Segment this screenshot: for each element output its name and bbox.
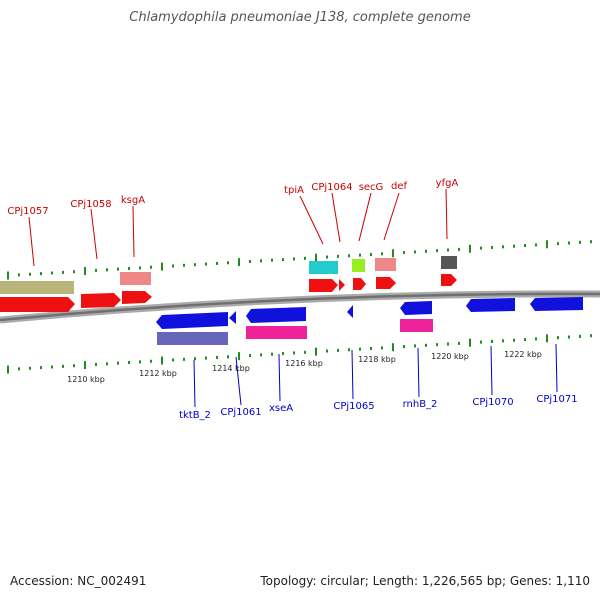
gene-label-yfgA: yfgA bbox=[436, 178, 459, 189]
gene-label-CPj1061: CPj1061 bbox=[220, 407, 261, 418]
gene-label-secG: secG bbox=[359, 182, 384, 193]
gene-label-ksgA: ksgA bbox=[121, 195, 145, 206]
feature-rnhB_2-arrow[interactable] bbox=[400, 301, 432, 315]
scale-label-1222: 1222 kbp bbox=[504, 350, 542, 359]
gene-label-tktB_2: tktB_2 bbox=[179, 410, 211, 421]
feature-CPj1057-bar[interactable] bbox=[0, 281, 74, 294]
feature-CPj1057-arrow[interactable] bbox=[0, 297, 75, 312]
feature-CPj1070-arrow[interactable] bbox=[466, 298, 515, 312]
feature-secG-arrow[interactable] bbox=[353, 278, 366, 290]
feature-CPj1064-arrow[interactable] bbox=[339, 279, 345, 291]
upper-tick-row bbox=[7, 240, 592, 280]
scale-label-1216: 1216 kbp bbox=[285, 359, 323, 368]
gene-label-CPj1057: CPj1057 bbox=[7, 206, 48, 217]
feature-def-arrow[interactable] bbox=[376, 277, 396, 289]
gene-label-CPj1065: CPj1065 bbox=[333, 401, 374, 412]
gene-label-CPj1070: CPj1070 bbox=[472, 397, 513, 408]
feature-xseA-arrow[interactable] bbox=[246, 307, 306, 323]
feature-ksgA-arrow[interactable] bbox=[122, 291, 152, 304]
scale-label-1210: 1210 kbp bbox=[67, 375, 105, 384]
map-title: Chlamydophila pneumoniae J138, complete … bbox=[129, 10, 471, 25]
gene-label-tpiA: tpiA bbox=[284, 185, 304, 196]
feature-xseA-bar[interactable] bbox=[246, 326, 307, 339]
scale-label-1212: 1212 kbp bbox=[139, 369, 177, 378]
feature-CPj1061-arrow[interactable] bbox=[229, 311, 236, 324]
feature-def-bar[interactable] bbox=[375, 258, 396, 271]
gene-label-CPj1071: CPj1071 bbox=[536, 394, 577, 405]
feature-CPj1058-arrow[interactable] bbox=[81, 293, 121, 308]
feature-secG-bar[interactable] bbox=[352, 259, 365, 272]
top-leader-lines bbox=[28, 188, 448, 267]
scale-label-1220: 1220 kbp bbox=[431, 352, 469, 361]
genome-summary-text: Topology: circular; Length: 1,226,565 bp… bbox=[260, 574, 590, 588]
feature-CPj1071-arrow[interactable] bbox=[530, 297, 583, 311]
feature-yfgA-arrow[interactable] bbox=[441, 274, 457, 286]
feature-tktB_2-bar[interactable] bbox=[157, 332, 228, 345]
accession-text: Accession: NC_002491 bbox=[10, 574, 147, 588]
feature-ksgA-bar[interactable] bbox=[120, 272, 151, 285]
genome-backbone-shade bbox=[0, 292, 600, 322]
feature-tktB_2-arrow[interactable] bbox=[156, 312, 228, 329]
gene-label-def: def bbox=[391, 181, 408, 192]
gene-label-CPj1058: CPj1058 bbox=[70, 199, 111, 210]
feature-rnhB_2-bar[interactable] bbox=[400, 319, 433, 332]
gene-label-rnhB_2: rnhB_2 bbox=[403, 399, 438, 410]
feature-tpiA-bar[interactable] bbox=[309, 261, 338, 274]
feature-yfgA-bar[interactable] bbox=[441, 256, 457, 269]
gene-label-xseA: xseA bbox=[269, 403, 293, 414]
feature-CPj1065-arrow[interactable] bbox=[347, 305, 353, 318]
lower-tick-row bbox=[7, 334, 592, 374]
bottom-leader-lines bbox=[193, 343, 558, 408]
gene-label-CPj1064: CPj1064 bbox=[311, 182, 352, 193]
feature-tpiA-arrow[interactable] bbox=[309, 279, 338, 292]
scale-label-1218: 1218 kbp bbox=[358, 355, 396, 364]
scale-label-1214: 1214 kbp bbox=[212, 364, 250, 373]
